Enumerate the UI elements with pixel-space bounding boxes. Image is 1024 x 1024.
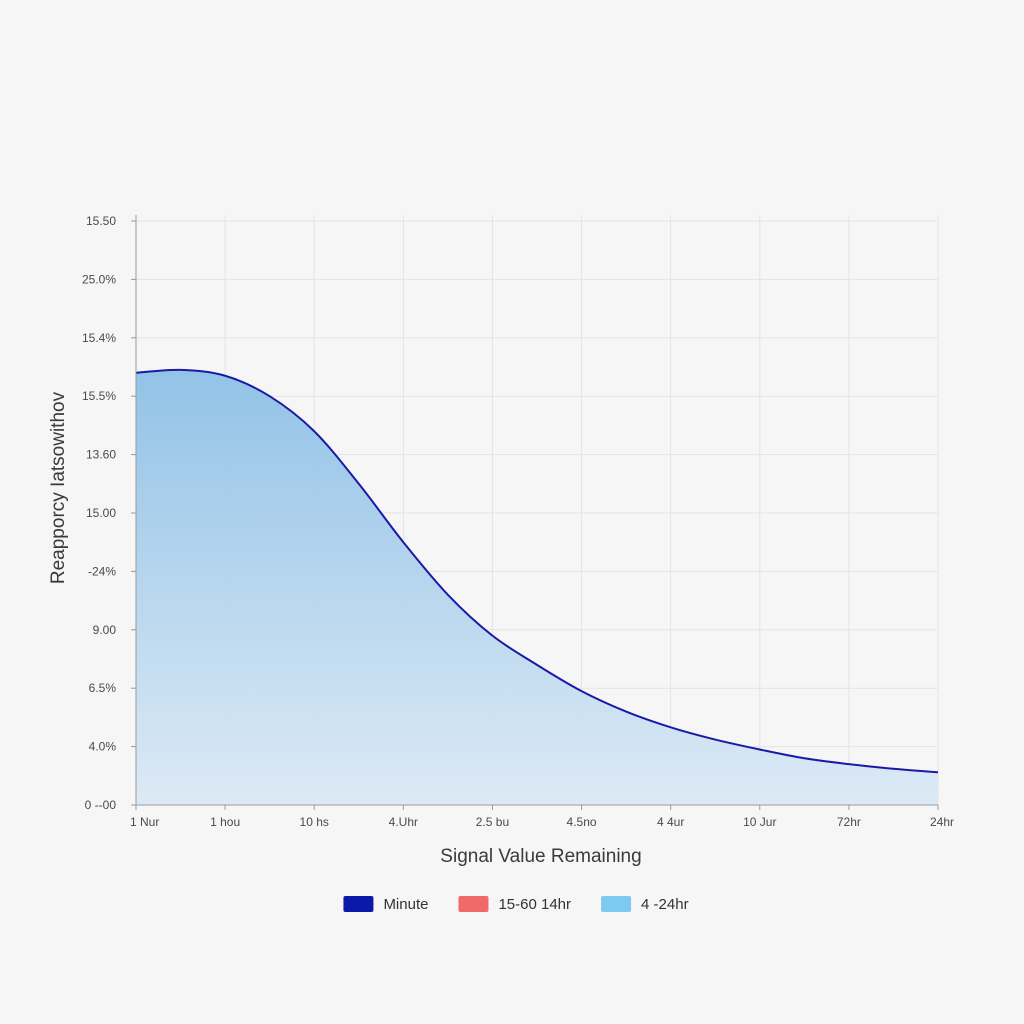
y-tick-label: 15.5% <box>82 389 116 403</box>
x-axis-ticks: 1 Nur 1 hou 10 hs 4.Uhr 2.5 bu 4.5no 4 4ur 10 J… <box>130 805 954 829</box>
y-axis-ticks: 0 --00 4.0% 6.5% 9.00 -24% 15.00 13.60 15.5% 15.… <box>82 214 136 812</box>
x-tick-label: 72hr <box>837 815 861 829</box>
y-tick-label: 15.00 <box>86 506 116 520</box>
y-tick-label: 6.5% <box>89 681 117 695</box>
area-fill <box>136 369 938 805</box>
y-tick-label: -24% <box>88 564 116 578</box>
x-tick-label: 10 Jur <box>743 815 776 829</box>
legend-label: Minute <box>383 896 428 913</box>
x-tick-label: 4.5no <box>567 815 597 829</box>
area-series <box>135 368 939 805</box>
x-tick-label: 4 4ur <box>657 815 684 829</box>
series-line <box>135 368 939 774</box>
y-tick-label: 15.50 <box>86 214 116 228</box>
legend-swatch <box>343 896 374 912</box>
x-axis-title: Signal Value Remaining <box>440 846 641 867</box>
legend-item: 15-60 14hr <box>458 896 571 913</box>
axes <box>135 215 938 806</box>
y-tick-label: 15.4% <box>82 331 116 345</box>
y-tick-label: 13.60 <box>86 448 116 462</box>
legend-item: 4 -24hr <box>601 896 689 913</box>
y-tick-label: 0 --00 <box>85 798 117 812</box>
legend-label: 15-60 14hr <box>498 896 571 913</box>
x-tick-label: 1 hou <box>210 815 240 829</box>
x-tick-label: 2.5 bu <box>476 815 509 829</box>
legend: Minute 15-60 14hr 4 -24hr <box>343 896 689 913</box>
y-tick-label: 9.00 <box>93 623 117 637</box>
legend-item: Minute <box>343 896 428 913</box>
y-tick-label: 4.0% <box>89 740 117 754</box>
x-tick-label: 10 hs <box>300 815 329 829</box>
legend-label: 4 -24hr <box>641 896 689 913</box>
y-axis-title: Reapporcy Iatsowithov <box>48 391 69 584</box>
legend-swatch <box>458 896 489 912</box>
x-tick-label: 24hr <box>930 815 954 829</box>
x-tick-label: 4.Uhr <box>389 815 418 829</box>
legend-swatch <box>601 896 632 912</box>
x-tick-label: 1 Nur <box>130 815 159 829</box>
y-tick-label: 25.0% <box>82 272 116 286</box>
